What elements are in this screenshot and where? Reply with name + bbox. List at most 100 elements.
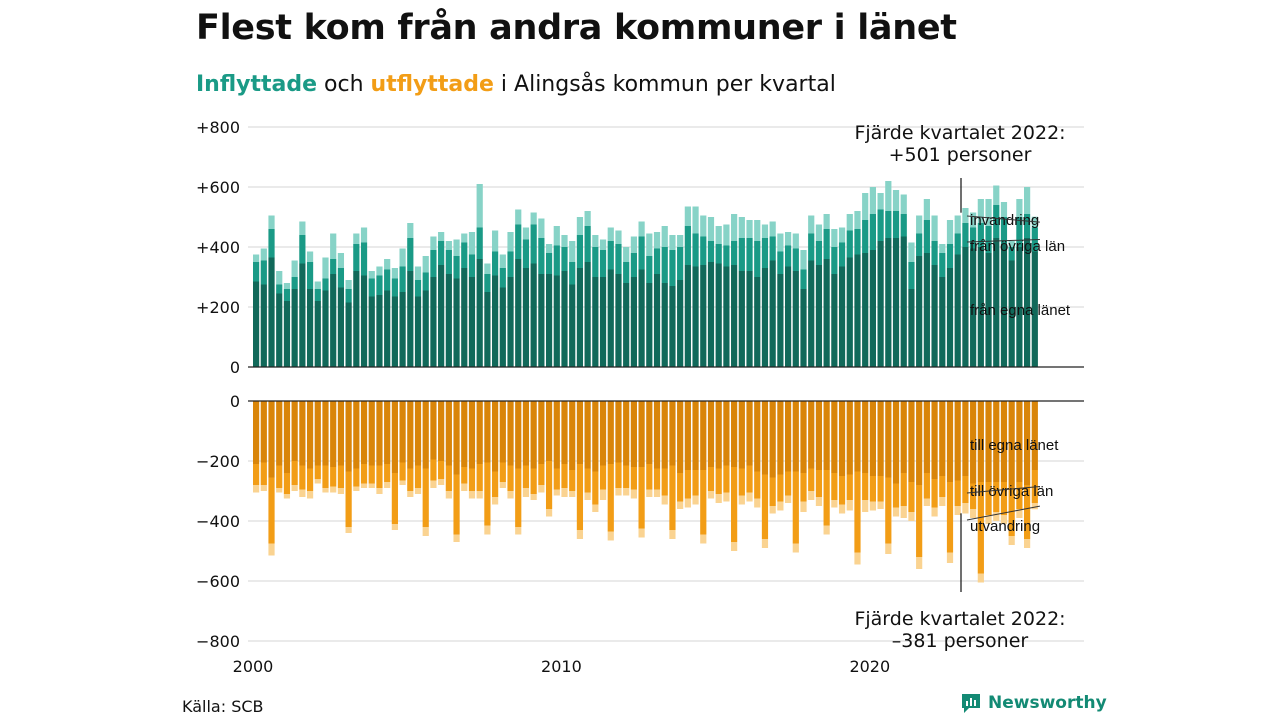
inflow-bar-segment [985, 199, 992, 226]
brand-name: Newsworthy [988, 693, 1107, 713]
outflow-bar-segment [561, 401, 568, 464]
inflow-bar-segment [438, 241, 445, 265]
inflow-bar-segment [815, 224, 823, 241]
inflow-bar-segment [461, 233, 468, 243]
inflow-bar-segment [499, 287, 506, 367]
inflow-bar-segment [684, 265, 691, 367]
inflow-bar-segment [692, 233, 699, 267]
inflow-bar-segment [646, 256, 653, 283]
outflow-bar-segment [530, 494, 537, 500]
inflow-bar-segment [1031, 251, 1038, 367]
outflow-bar-segment [306, 491, 314, 499]
outflow-bar-segment [384, 401, 391, 464]
inflow-bar-segment [885, 238, 892, 367]
outflow-bar-segment [545, 401, 553, 461]
outflow-bar-segment [584, 492, 591, 500]
inflow-bar-segment [777, 274, 784, 367]
outflow-bar-segment [522, 488, 530, 497]
inflow-bar-segment [761, 238, 769, 268]
inflow-bar-segment [692, 206, 699, 234]
outflow-bar-segment [846, 500, 853, 511]
outflow-bar-segment [823, 401, 830, 470]
inflow-bar-segment [1008, 247, 1015, 261]
inflow-bar-segment [291, 277, 298, 289]
inflow-bar-segment [522, 268, 530, 367]
inflow-bar-segment [615, 274, 622, 367]
inflow-bar-segment [831, 247, 838, 274]
inflow-bar-segment [808, 260, 815, 367]
outflow-bar-segment [376, 401, 383, 466]
inflow-bar-segment [777, 251, 784, 274]
inflow-bar-segment [607, 227, 614, 241]
outflow-bar-segment [623, 488, 630, 496]
outflow-bar-segment [561, 488, 568, 497]
outflow-bar-segment [384, 464, 391, 482]
inflow-bar-segment [507, 251, 514, 277]
inflow-bar-segment [715, 226, 722, 244]
outflow-bar-segment [499, 401, 506, 463]
inflow-bar-segment [322, 290, 329, 367]
outflow-bar-segment [731, 542, 738, 551]
y-tick-label-top: 0 [230, 358, 240, 377]
outflow-bar-segment [777, 474, 784, 502]
inflow-bar-segment [916, 215, 923, 234]
inflow-bar-segment [908, 289, 915, 367]
outflow-bar-segment [1000, 482, 1008, 515]
outflow-bar-segment [268, 401, 275, 478]
outflow-bar-segment [376, 465, 383, 488]
inflow-bar-segment [808, 233, 815, 261]
outflow-bar-segment [954, 506, 961, 515]
inflow-bar-segment [746, 238, 753, 271]
inflow-bar-segment [1024, 214, 1031, 238]
outflow-bar-segment [1000, 401, 1008, 482]
inflow-bar-segment [862, 193, 869, 220]
outflow-bar-segment [607, 464, 614, 532]
inflow-bar-segment [476, 227, 483, 259]
outflow-bar-segment [422, 468, 429, 527]
outflow-bar-segment [731, 401, 738, 467]
outflow-bar-segment [438, 461, 445, 479]
outflow-bar-segment [538, 464, 545, 485]
outflow-bar-segment [553, 489, 560, 496]
inflow-bar-segment [954, 215, 961, 234]
subtitle-inflow-word: Inflyttade [196, 72, 318, 97]
inflow-bar-segment [700, 265, 707, 367]
outflow-bar-segment [630, 467, 637, 490]
inflow-bar-segment [661, 247, 668, 283]
inflow-bar-segment [993, 185, 1000, 205]
inflow-bar-segment [360, 242, 368, 276]
outflow-bar-segment [368, 483, 375, 488]
inflow-bar-segment [330, 274, 337, 367]
inflow-bar-segment [854, 211, 861, 229]
outflow-bar-segment [908, 401, 915, 482]
outflow-bar-segment [453, 534, 460, 542]
inflow-bar-segment [376, 275, 383, 295]
inflow-bar-segment [846, 257, 853, 367]
inflow-bar-segment [1016, 199, 1023, 217]
inflow-bar-segment [538, 274, 545, 367]
inflow-bar-segment [677, 247, 684, 280]
inflow-bar-segment [384, 269, 391, 291]
outflow-bar-segment [476, 464, 483, 491]
outflow-bar-segment [815, 401, 823, 470]
outflow-bar-segment [1016, 401, 1023, 482]
inflow-bar-segment [438, 232, 445, 241]
inflow-bar-segment [360, 227, 368, 243]
outflow-bar-segment [808, 468, 815, 491]
inflow-bar-segment [545, 274, 553, 367]
inflow-bar-segment [584, 211, 591, 226]
inflow-bar-segment [769, 236, 776, 261]
inflow-bar-segment [576, 235, 584, 268]
inflow-bar-segment [545, 253, 553, 274]
outflow-bar-segment [800, 473, 807, 502]
inflow-bar-segment [615, 230, 622, 244]
inflow-bar-segment [430, 277, 437, 367]
inflow-bar-segment [476, 259, 483, 367]
outflow-bar-segment [468, 491, 476, 499]
inflow-bar-segment [561, 235, 568, 247]
outflow-bar-segment [669, 401, 676, 466]
outflow-bar-segment [515, 527, 522, 535]
outflow-bar-segment [738, 401, 745, 469]
outflow-bar-segment [838, 401, 846, 476]
